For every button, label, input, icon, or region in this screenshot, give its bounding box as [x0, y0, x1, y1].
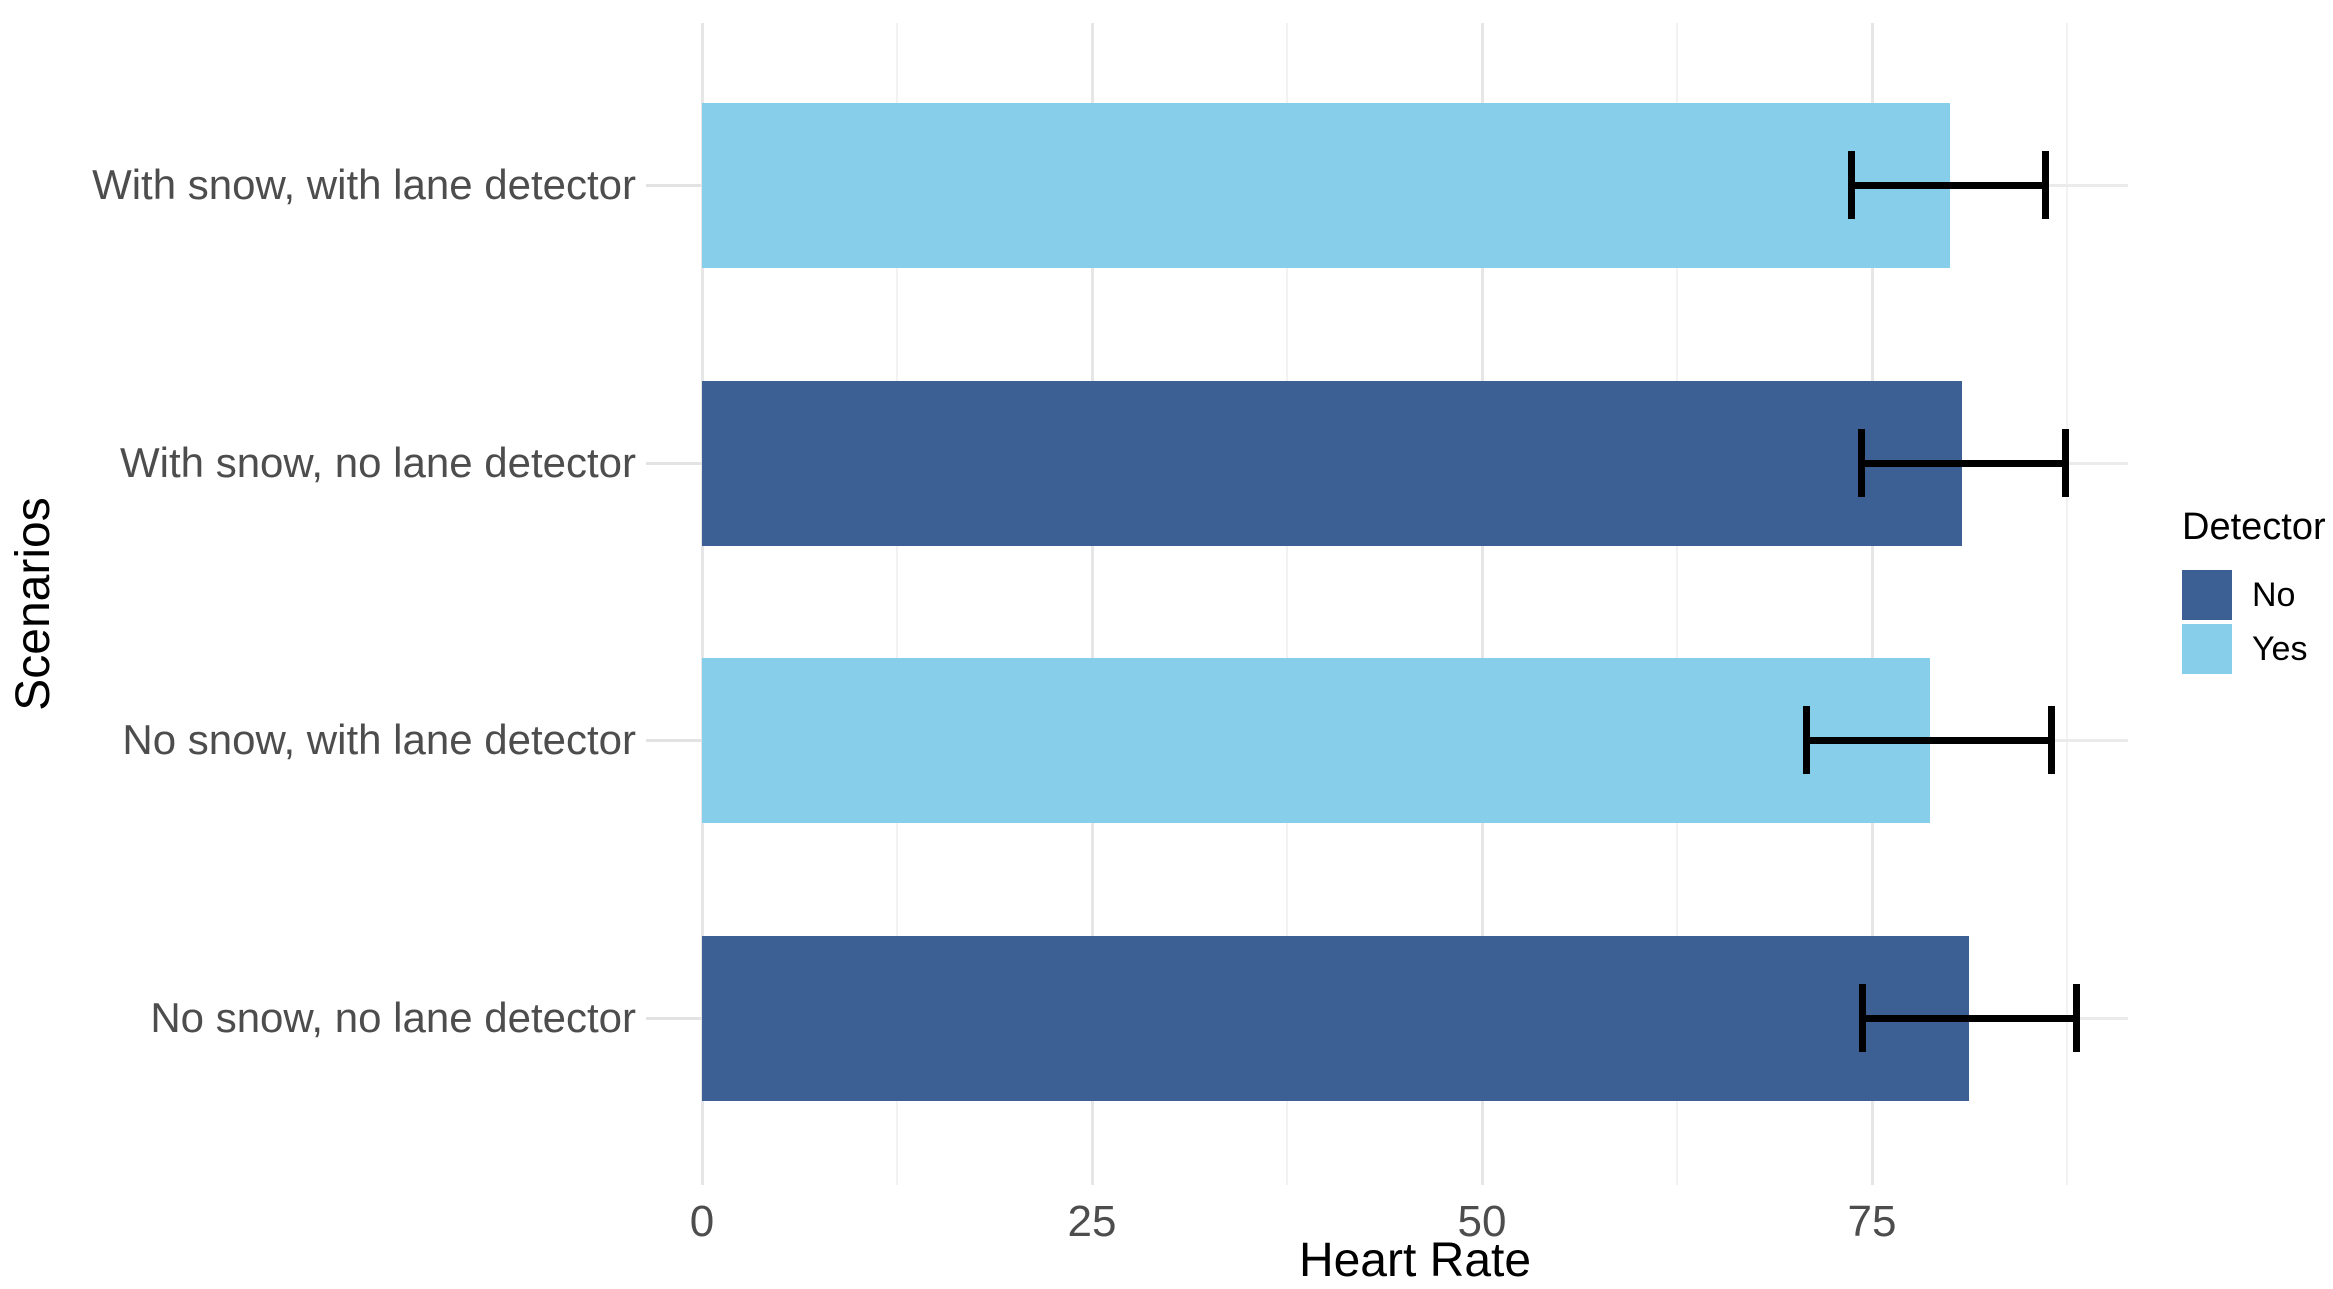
error-bar-line: [1806, 736, 2052, 744]
error-bar-line: [1851, 181, 2046, 189]
y-axis-tick: [646, 1016, 702, 1020]
y-category-label: No snow, no lane detector: [150, 994, 636, 1041]
legend-swatch-yes: [2182, 624, 2232, 674]
error-bar-cap: [2047, 706, 2055, 774]
y-axis-tick: [646, 183, 702, 187]
minor-gridline: [1286, 23, 1288, 1185]
error-bar-cap: [2061, 429, 2069, 497]
major-gridline: [1090, 23, 1094, 1185]
legend-item-no: No: [2182, 570, 2326, 620]
legend-swatch-no: [2182, 570, 2232, 620]
x-tick-label: 25: [1067, 1197, 1117, 1246]
y-axis-tick: [646, 738, 702, 742]
x-tick-label: 75: [1847, 1197, 1897, 1246]
bar-no-detector: [702, 935, 1969, 1101]
y-category-label: No snow, with lane detector: [122, 716, 636, 763]
y-axis-tick: [646, 461, 702, 465]
major-gridline: [1480, 23, 1484, 1185]
error-bar-cap: [1802, 706, 1810, 774]
y-category-label: With snow, with lane detector: [92, 161, 636, 208]
error-bar-cap: [1857, 429, 1865, 497]
y-category-label: With snow, no lane detector: [120, 439, 636, 486]
minor-gridline: [1676, 23, 1678, 1185]
bar-no-detector: [702, 380, 1963, 546]
minor-gridline: [896, 23, 898, 1185]
legend-title: Detector: [2182, 506, 2326, 548]
bar-yes-detector: [702, 657, 1930, 823]
legend-label: Yes: [2252, 630, 2308, 668]
x-axis-title: Heart Rate: [1298, 1234, 1532, 1287]
error-bar-line: [1862, 1014, 2077, 1022]
legend-item-yes: Yes: [2182, 624, 2326, 674]
x-tick-label: 0: [689, 1197, 715, 1246]
bar-yes-detector: [702, 102, 1950, 268]
major-gridline: [700, 23, 704, 1185]
error-bar-cap: [2072, 984, 2080, 1052]
error-bar-line: [1861, 459, 2066, 467]
legend-label: No: [2252, 576, 2296, 614]
error-bar-cap: [1859, 984, 1867, 1052]
major-gridline: [1870, 23, 1874, 1185]
error-bar-cap: [2041, 151, 2049, 219]
legend-items: No Yes: [2182, 570, 2326, 674]
y-axis-title: Scenarios: [7, 497, 60, 711]
legend: Detector No Yes: [2182, 506, 2326, 678]
error-bar-cap: [1848, 151, 1856, 219]
x-tick-label: 50: [1457, 1197, 1507, 1246]
minor-gridline: [2066, 23, 2068, 1185]
